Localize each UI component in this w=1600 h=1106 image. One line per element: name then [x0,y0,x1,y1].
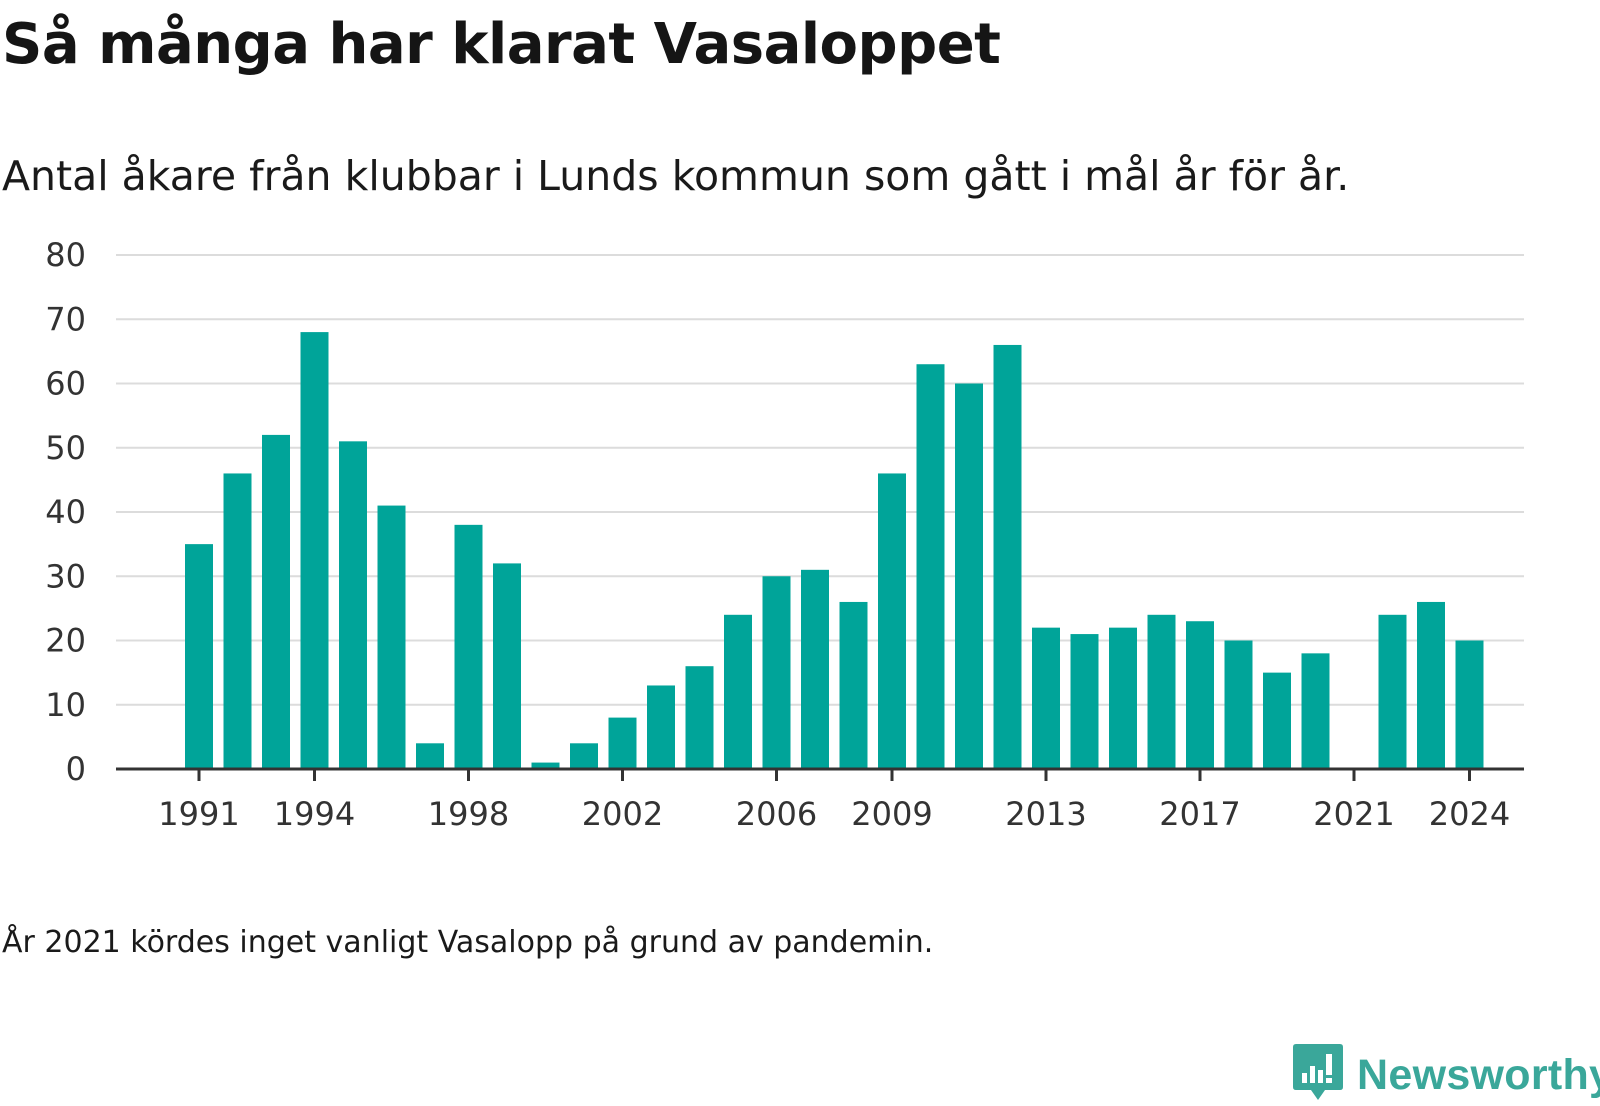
chart-title: Så många har klarat Vasaloppet [2,12,1001,77]
bar: 2012: 66 [993,344,1022,769]
bar: 2010: 63 [916,364,945,769]
bar: 1998: 38 [454,524,483,769]
chart-subtitle: Antal åkare från klubbar i Lunds kommun … [2,152,1350,200]
bar: 1994: 68 [300,332,329,769]
x-tick-label: 1994 [274,795,355,833]
y-tick-label: 30 [45,557,86,595]
bars: 1991: 35 1992: 46 1993: 52 1994: 68 1995: 51… [185,332,1484,769]
newsworthy-logo-icon [1293,1044,1343,1106]
y-tick-label: 70 [45,300,86,338]
bar: 2002: 8 [608,717,637,769]
bar: 2018: 20 [1224,640,1253,769]
bar: 2017: 23 [1186,621,1214,769]
bar: 2001: 4 [570,743,598,769]
bar: 2024: 20 [1455,640,1484,769]
footnote: År 2021 kördes inget vanligt Vasalopp på… [2,925,934,960]
x-tick-label: 1998 [428,795,509,833]
y-tick-label: 20 [45,622,86,660]
x-tick-label: 2009 [851,795,932,833]
bar-chart: 0 10 20 30 40 50 60 70 80 1991: 35 1992: 46 1993: … [45,236,1524,833]
y-tick-label: 40 [45,493,86,531]
bar: 2022: 24 [1378,614,1407,769]
y-axis-ticks: 0 10 20 30 40 50 60 70 80 [45,236,86,788]
y-tick-label: 50 [45,429,86,467]
bar: 2009: 46 [878,473,906,769]
bar: 2011: 60 [955,383,983,769]
bar: 2005: 24 [724,614,752,769]
bar: 1999: 32 [493,563,521,769]
bar: 1997: 4 [416,743,444,769]
bar: 2020: 18 [1301,653,1330,769]
bar: 2008: 26 [839,601,868,769]
brand-logo[interactable]: Newsworthy [1293,1044,1600,1106]
x-tick-label: 2024 [1429,795,1510,833]
brand-name: Newsworthy [1357,1050,1600,1099]
bar: 1995: 51 [339,441,367,769]
y-tick-label: 60 [45,365,86,403]
bar: 2007: 31 [801,569,829,769]
x-tick-label: 2006 [736,795,817,833]
bar: 2023: 26 [1417,601,1445,769]
bar: 2003: 13 [647,685,675,769]
bar: 1992: 46 [223,473,252,769]
bar: 2006: 30 [762,576,791,769]
bar: 1993: 52 [262,434,290,769]
y-tick-label: 80 [45,236,86,274]
bar: 1991: 35 [185,544,213,769]
bar: 2004: 16 [685,666,714,769]
bar: 2015: 22 [1109,627,1137,769]
bar: 2014: 21 [1070,634,1099,769]
bar: 2013: 22 [1032,627,1060,769]
bar: 1996: 41 [377,505,406,769]
x-tick-label: 2017 [1159,795,1240,833]
y-tick-label: 0 [66,750,86,788]
y-tick-label: 10 [45,686,86,724]
x-tick-label: 2021 [1313,795,1394,833]
bar: 2019: 15 [1263,672,1291,769]
bar: 2016: 24 [1147,614,1176,769]
bar: 2000: 1 [531,762,560,769]
x-tick-label: 1991 [158,795,239,833]
x-tick-label: 2002 [582,795,663,833]
x-axis-ticks: 1991 1994 1998 2002 2006 2009 2013 2017 2021 2024 [158,769,1510,833]
x-tick-label: 2013 [1005,795,1086,833]
